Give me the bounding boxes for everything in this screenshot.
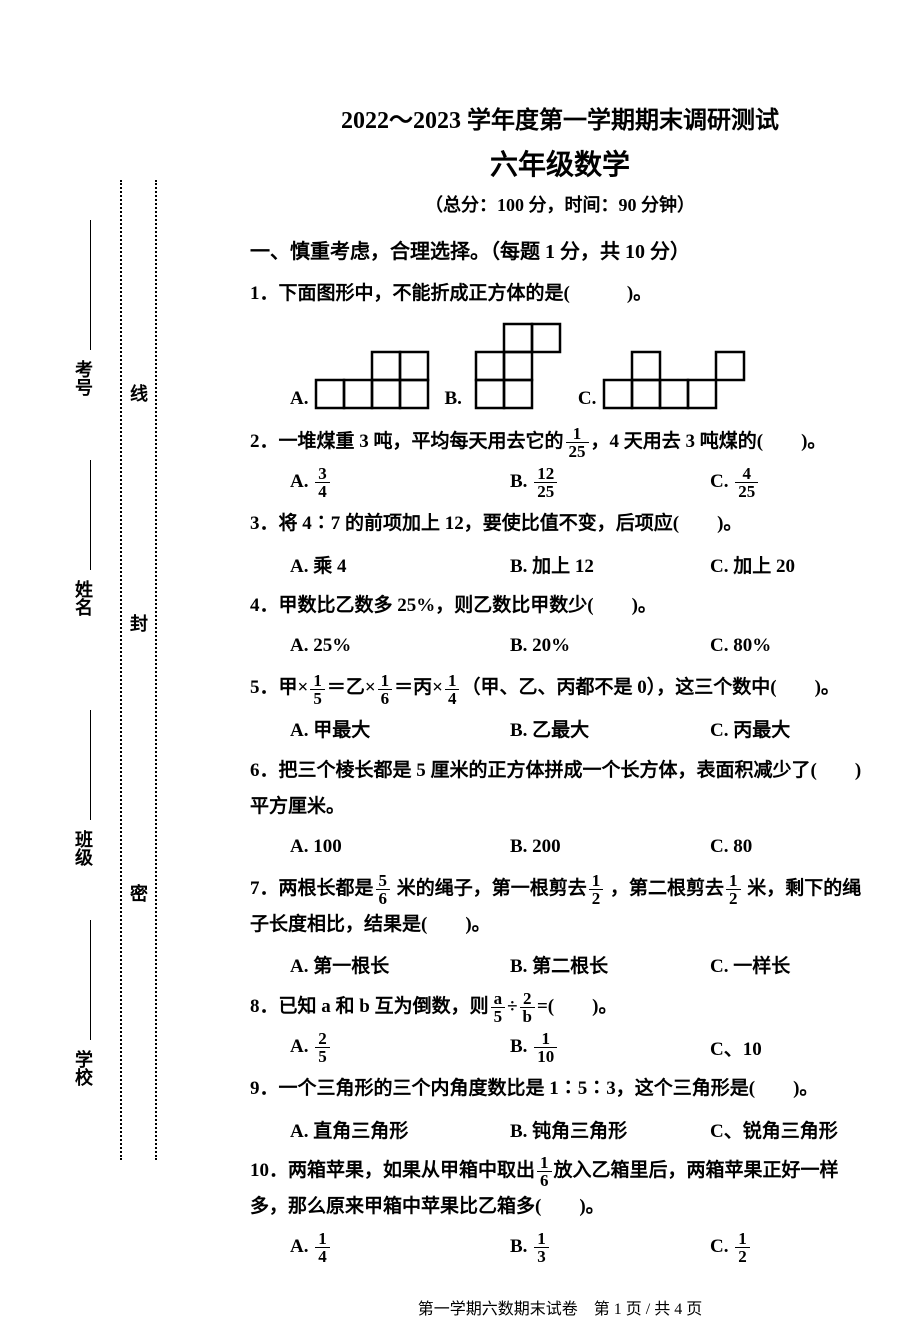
exam-meta: （总分：100 分，时间：90 分钟）: [250, 191, 870, 217]
seal-xian: 线: [130, 380, 148, 406]
q2-opt-b: B. 1225: [510, 465, 710, 500]
q3-opt-a: A. 乘 4: [290, 551, 510, 578]
q9-opt-b: B. 钝角三角形: [510, 1116, 710, 1143]
q1-opt-a: A.: [290, 350, 434, 410]
margin-class-line: [90, 710, 91, 820]
q10-stem: 10．两箱苹果，如果从甲箱中取出16放入乙箱里后，两箱苹果正好一样多，那么原来甲…: [250, 1153, 870, 1225]
q9-opt-c: C、锐角三角形: [710, 1116, 870, 1143]
margin-id-label: 考号: [70, 360, 96, 396]
q4-options: A. 25% B. 20% C. 80%: [250, 628, 870, 664]
net-c-icon: [602, 350, 752, 410]
q1-stem: 1．下面图形中，不能折成正方体的是( )。: [250, 276, 870, 312]
q7-opt-b: B. 第二根长: [510, 951, 710, 978]
seal-feng: 封: [130, 610, 148, 636]
q2-options: A. 34 B. 1225 C. 425: [250, 464, 870, 500]
net-b-icon: [468, 322, 568, 410]
q4-opt-a: A. 25%: [290, 635, 510, 657]
dotted-line-2: [155, 180, 157, 1160]
q2-opt-c: C. 425: [710, 465, 870, 500]
q5-options: A. 甲最大 B. 乙最大 C. 丙最大: [250, 711, 870, 747]
content-area: 2022～2023 学年度第一学期期末调研测试 六年级数学 （总分：100 分，…: [250, 100, 870, 1319]
q5-opt-b: B. 乙最大: [510, 715, 710, 742]
q6-opt-a: A. 100: [290, 836, 510, 858]
q3-opt-c: C. 加上 20: [710, 551, 870, 578]
q1-opt-b-label: B.: [444, 388, 461, 410]
q2-stem: 2．一堆煤重 3 吨，平均每天用去它的125，4 天用去 3 吨煤的( )。: [250, 424, 870, 460]
q3-stem: 3．将 4∶7 的前项加上 12，要使比值不变，后项应( )。: [250, 506, 870, 542]
exam-page: 学校 班级 姓名 考号 密 封 线 2022～2023 学年度第一学期期末调研测…: [0, 0, 920, 1302]
q2-frac: 125: [566, 425, 589, 460]
q8-opt-c: C、10: [710, 1034, 870, 1061]
q1-opt-a-label: A.: [290, 388, 308, 410]
margin-school-line: [90, 920, 91, 1040]
q8-opt-b: B. 110: [510, 1030, 710, 1065]
q5-opt-a: A. 甲最大: [290, 715, 510, 742]
q1-opt-b: B.: [444, 322, 567, 410]
binding-margin: 学校 班级 姓名 考号 密 封 线: [70, 180, 220, 1180]
margin-school-label: 学校: [70, 1050, 96, 1086]
section-1-head: 一、慎重考虑，合理选择。（每题 1 分，共 10 分）: [250, 235, 870, 264]
q3-opt-b: B. 加上 12: [510, 551, 710, 578]
q9-options: A. 直角三角形 B. 钝角三角形 C、锐角三角形: [250, 1111, 870, 1147]
q6-options: A. 100 B. 200 C. 80: [250, 829, 870, 865]
margin-name-line: [90, 460, 91, 570]
q7-opt-a: A. 第一根长: [290, 951, 510, 978]
q6-opt-b: B. 200: [510, 836, 710, 858]
net-a-icon: [314, 350, 434, 410]
q5-opt-c: C. 丙最大: [710, 715, 870, 742]
q10-opt-b: B. 13: [510, 1230, 710, 1265]
q1-options: A. B.: [250, 322, 870, 410]
q7-stem: 7．两根长都是56 米的绳子，第一根剪去12 ，第二根剪去12 米，剩下的绳子长…: [250, 871, 870, 943]
exam-subtitle: 六年级数学: [250, 143, 870, 183]
q6-stem: 6．把三个棱长都是 5 厘米的正方体拼成一个长方体，表面积减少了( )平方厘米。: [250, 753, 870, 825]
q10-options: A. 14 B. 13 C. 12: [250, 1229, 870, 1265]
q9-stem: 9．一个三角形的三个内角度数比是 1∶5∶3，这个三角形是( )。: [250, 1071, 870, 1107]
q3-options: A. 乘 4 B. 加上 12 C. 加上 20: [250, 546, 870, 582]
margin-name-label: 姓名: [70, 580, 96, 616]
q5-stem: 5．甲×15＝乙×16＝丙×14（甲、乙、丙都不是 0），这三个数中( )。: [250, 670, 870, 706]
q8-opt-a: A. 25: [290, 1030, 510, 1065]
q4-opt-b: B. 20%: [510, 635, 710, 657]
margin-class-label: 班级: [70, 830, 96, 866]
page-footer: 第一学期六数期末试卷 第 1 页 / 共 4 页: [250, 1295, 870, 1319]
q9-opt-a: A. 直角三角形: [290, 1116, 510, 1143]
q1-opt-c: C.: [578, 350, 752, 410]
seal-mi: 密: [130, 880, 148, 906]
q2-opt-a: A. 34: [290, 465, 510, 500]
exam-title: 2022～2023 学年度第一学期期末调研测试: [250, 100, 870, 135]
q7-opt-c: C. 一样长: [710, 951, 870, 978]
q2-stem-a: 2．一堆煤重 3 吨，平均每天用去它的: [250, 431, 564, 452]
q8-stem: 8．已知 a 和 b 互为倒数，则a5÷2b=( )。: [250, 989, 870, 1025]
margin-id-line: [90, 220, 91, 350]
q4-opt-c: C. 80%: [710, 635, 870, 657]
q6-opt-c: C. 80: [710, 836, 870, 858]
q10-opt-a: A. 14: [290, 1230, 510, 1265]
q1-opt-c-label: C.: [578, 388, 596, 410]
q10-opt-c: C. 12: [710, 1230, 870, 1265]
q8-options: A. 25 B. 110 C、10: [250, 1029, 870, 1065]
dotted-line-1: [120, 180, 122, 1160]
q4-stem: 4．甲数比乙数多 25%，则乙数比甲数少( )。: [250, 588, 870, 624]
q7-options: A. 第一根长 B. 第二根长 C. 一样长: [250, 947, 870, 983]
q2-stem-b: ，4 天用去 3 吨煤的( )。: [591, 431, 827, 452]
